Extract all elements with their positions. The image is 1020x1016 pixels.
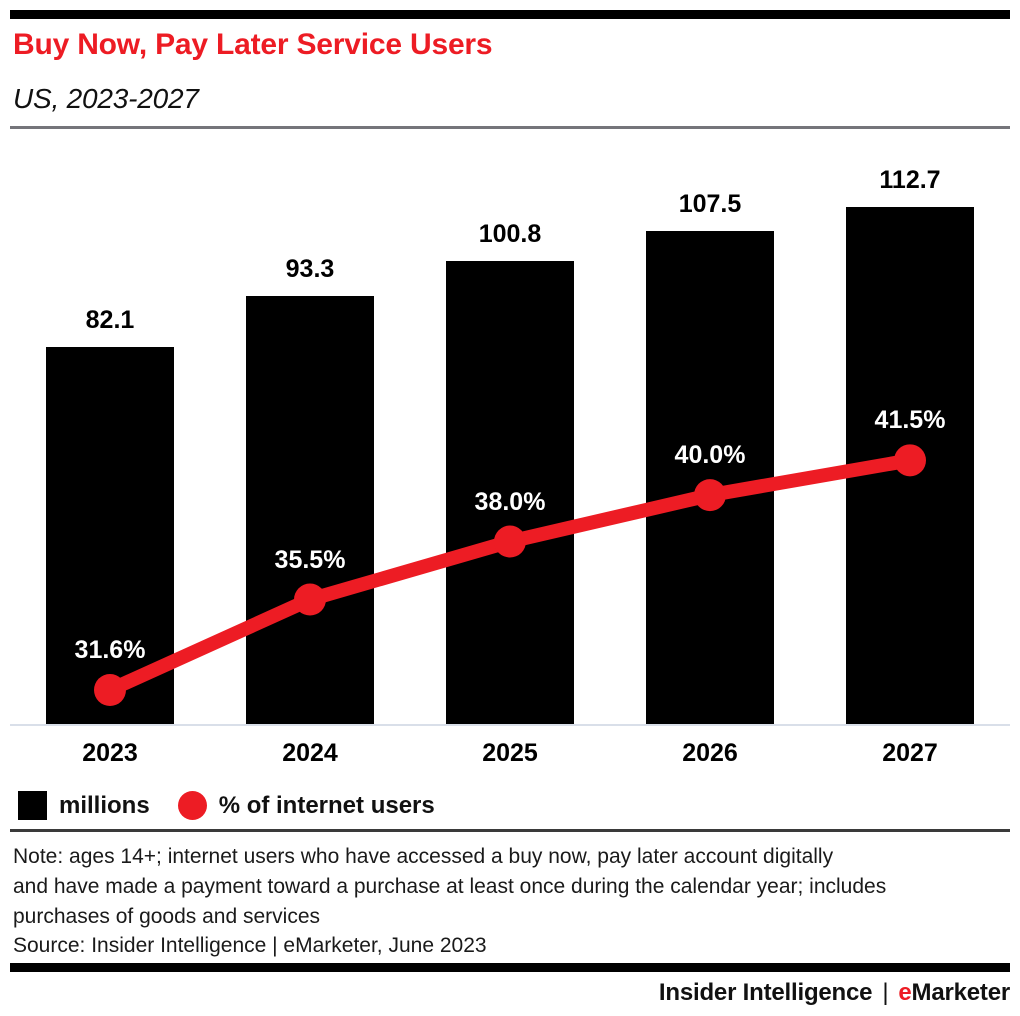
footer-brand-separator: | (882, 979, 889, 1006)
bar-2027 (846, 207, 974, 725)
note-divider (10, 829, 1010, 832)
bar-2024 (246, 296, 374, 725)
note-line: purchases of goods and services (13, 905, 321, 928)
x-axis-line (10, 724, 1010, 726)
bar-value-label-2026: 107.5 (678, 190, 742, 218)
legend-label-pct-internet-users: % of internet users (218, 791, 435, 819)
page-title: Buy Now, Pay Later Service Users (13, 28, 493, 61)
x-axis-label-2026: 2026 (682, 739, 738, 767)
chart-legend: millions % of internet users (18, 791, 435, 820)
x-axis-label-2024: 2024 (282, 739, 338, 767)
line-value-label-2024: 35.5% (274, 545, 346, 574)
page-subtitle: US, 2023-2027 (13, 83, 199, 114)
bar-value-label-2023: 82.1 (85, 306, 135, 334)
line-series-swatch-icon (177, 791, 207, 820)
bar-2023 (46, 347, 174, 725)
footer-brand-emarketer-rest: Marketer (911, 979, 1011, 1006)
note-line: and have made a payment toward a purchas… (13, 875, 887, 898)
header-divider (10, 126, 1010, 129)
x-axis-label-2027: 2027 (882, 739, 938, 767)
note-line: Note: ages 14+; internet users who have … (13, 845, 834, 868)
footer-bar (10, 963, 1010, 972)
line-value-label-2027: 41.5% (874, 406, 946, 435)
bar-series-swatch-icon (18, 791, 47, 820)
bar-2026 (646, 231, 774, 725)
top-rule (10, 10, 1010, 19)
x-axis-label-2025: 2025 (482, 739, 538, 767)
chart-note: Note: ages 14+; internet users who have … (13, 842, 886, 932)
x-axis-label-2023: 2023 (82, 739, 138, 767)
line-value-label-2025: 38.0% (474, 487, 546, 516)
footer-brand-emarketer-e: e (898, 979, 912, 1006)
line-value-label-2026: 40.0% (674, 441, 746, 470)
bar-value-label-2024: 93.3 (285, 255, 335, 283)
bar-value-label-2027: 112.7 (879, 166, 941, 194)
legend-label-millions: millions (59, 791, 150, 819)
footer-brand: Insider Intelligence | eMarketer (659, 979, 1010, 1007)
line-value-label-2023: 31.6% (74, 636, 146, 664)
source-line: Source: Insider Intelligence | eMarketer… (13, 934, 487, 957)
footer-brand-insider-intelligence: Insider Intelligence (658, 979, 873, 1006)
bar-value-label-2025: 100.8 (478, 220, 542, 248)
